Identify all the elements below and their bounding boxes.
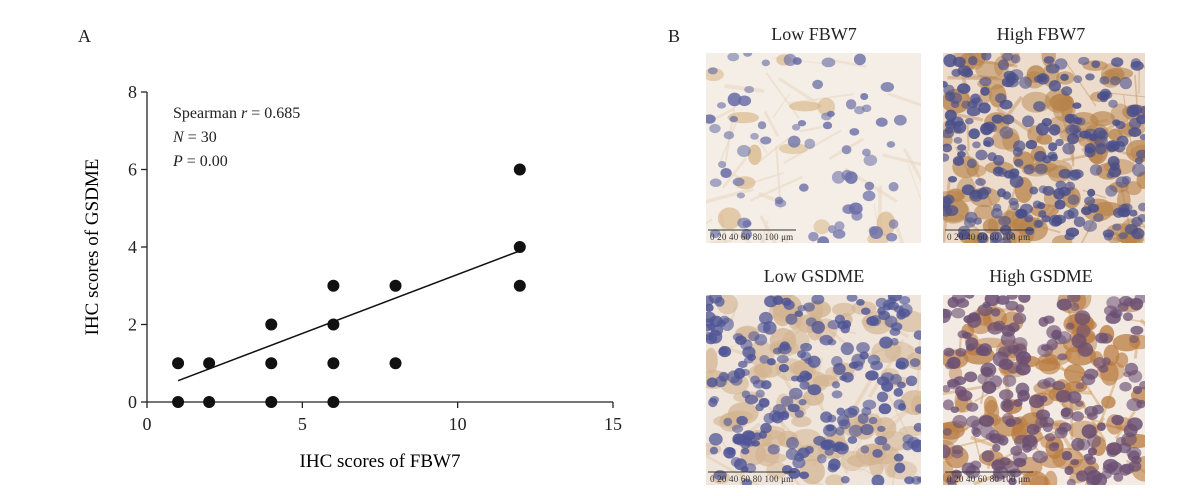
y-tick-label: 2 (128, 315, 137, 335)
data-point (513, 241, 526, 253)
caption-high-fbw7: High FBW7 (996, 24, 1086, 44)
data-points (172, 163, 526, 408)
x-tick-label: 5 (298, 414, 307, 434)
data-point (172, 396, 185, 408)
data-point (389, 279, 402, 292)
data-point (203, 396, 216, 408)
scatter-chart: 0 5 10 15 0 2 4 6 8 IHC scores of FBW7 IHC score… (82, 82, 622, 472)
caption-high-gsdme: High GSDME (989, 266, 1093, 286)
data-point (327, 357, 340, 370)
data-point (265, 396, 278, 408)
tissue-image-high-fbw7 (943, 53, 1145, 243)
scale-label: 0 20 40 60 80 100 μm (947, 232, 1031, 242)
chart-axes (146, 92, 613, 403)
data-point (513, 279, 526, 292)
data-point (327, 279, 340, 292)
data-point (172, 357, 185, 370)
micrograph-high-gsdme: 0 20 40 60 80 100 μm (943, 295, 1158, 485)
stat-annotation: Spearman r = 0.685 (173, 105, 300, 122)
panel-a-letter: A (78, 26, 91, 46)
micrograph-high-fbw7: 0 20 40 60 80 100 μm (943, 53, 1158, 243)
data-point (265, 318, 278, 331)
scale-label: 0 20 40 60 80 100 μm (710, 232, 794, 242)
x-tick-label: 15 (604, 414, 622, 434)
data-point (389, 357, 402, 370)
chart-ticks: 0 5 10 15 0 2 4 6 8 (128, 82, 622, 434)
panel-b-letter: B (668, 26, 681, 46)
scale-label: 0 20 40 60 80 100 μm (947, 474, 1031, 484)
scale-bar: 0 20 40 60 80 100 μm (706, 221, 921, 243)
stat-annotation: P = 0.00 (172, 153, 228, 170)
scale-ruler-icon (708, 229, 796, 231)
fit-line-group (177, 250, 521, 382)
chart-annotations: Spearman r = 0.685 N = 30 P = 0.00 (172, 105, 300, 170)
scale-bar: 0 20 40 60 80 100 μm (943, 221, 1158, 243)
data-point (265, 357, 278, 370)
scale-bar: 0 20 40 60 80 100 μm (943, 463, 1158, 485)
x-tick-label: 10 (449, 414, 467, 434)
scale-ruler-icon (945, 471, 1033, 473)
caption-low-fbw7: Low FBW7 (771, 24, 857, 44)
regression-line (177, 250, 521, 382)
micrograph-low-gsdme: 0 20 40 60 80 100 μm (706, 295, 921, 485)
y-tick-label: 4 (128, 237, 137, 257)
scale-ruler-icon (708, 471, 796, 473)
data-point (513, 163, 526, 176)
caption-low-gsdme: Low GSDME (763, 266, 865, 286)
tissue-image-high-gsdme (943, 295, 1145, 485)
y-tick-label: 8 (128, 82, 137, 102)
y-axis-label: IHC scores of GSDME (82, 159, 103, 336)
tissue-image-low-gsdme (706, 295, 921, 485)
data-point (203, 357, 216, 370)
stat-annotation: N = 30 (172, 129, 217, 146)
scale-label: 0 20 40 60 80 100 μm (710, 474, 794, 484)
tissue-image-low-fbw7 (706, 53, 921, 243)
data-point (327, 396, 340, 408)
x-tick-label: 0 (143, 414, 152, 434)
y-tick-label: 0 (128, 392, 137, 412)
micrograph-low-fbw7: 0 20 40 60 80 100 μm (706, 53, 921, 243)
data-point (327, 318, 340, 331)
y-tick-label: 6 (128, 160, 137, 180)
scale-bar: 0 20 40 60 80 100 μm (706, 463, 921, 485)
x-axis-label: IHC scores of FBW7 (300, 451, 461, 472)
scale-ruler-icon (945, 229, 1033, 231)
